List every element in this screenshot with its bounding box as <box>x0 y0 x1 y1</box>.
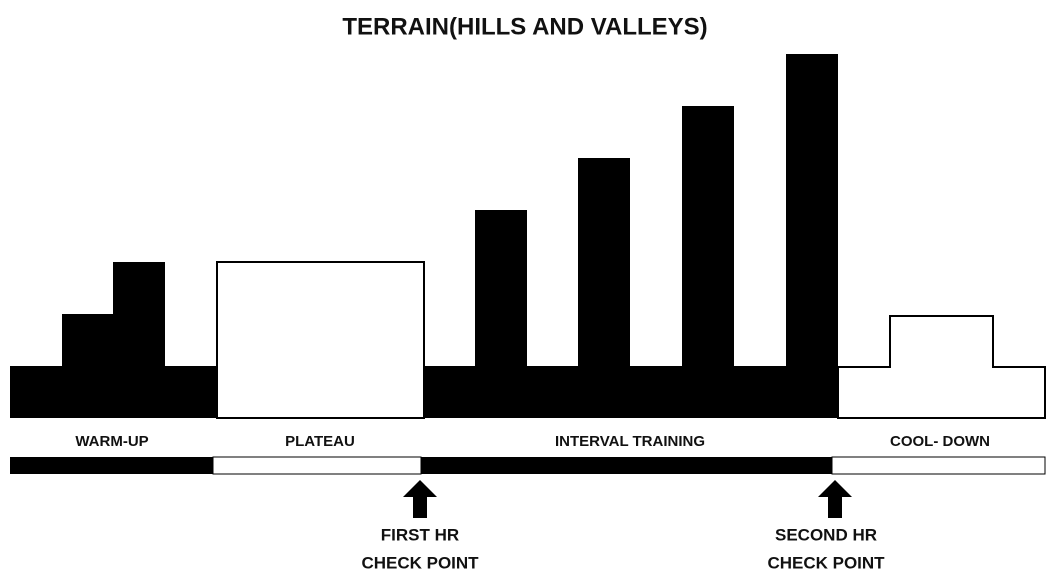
checkpoint-label: SECOND HR <box>775 525 877 544</box>
phase-strip <box>10 456 1046 475</box>
plateau <box>216 261 425 419</box>
hill <box>62 314 113 418</box>
phase-label: COOL- DOWN <box>890 433 990 450</box>
phase-label: WARM-UP <box>75 433 148 450</box>
strip-segment <box>10 457 213 474</box>
hill <box>165 366 217 418</box>
hill <box>578 158 630 418</box>
phase-label: PLATEAU <box>285 433 355 450</box>
arrow <box>818 480 852 518</box>
checkpoint-label: CHECK POINT <box>361 553 479 572</box>
arrow <box>403 480 437 518</box>
hill <box>786 54 838 418</box>
checkpoint-label: FIRST HR <box>381 525 459 544</box>
hill <box>10 366 62 418</box>
hill <box>475 210 527 418</box>
checkpoint-label: CHECK POINT <box>767 553 885 572</box>
phase-label: INTERVAL TRAINING <box>555 433 705 450</box>
strip-segment <box>212 456 422 475</box>
terrain <box>10 54 1046 419</box>
hill <box>682 106 734 418</box>
hill <box>113 262 165 418</box>
strip-segment <box>831 456 1046 475</box>
title: TERRAIN(HILLS AND VALLEYS) <box>342 13 707 40</box>
strip-segment <box>421 457 832 474</box>
cool-down-terrain <box>837 315 1046 419</box>
